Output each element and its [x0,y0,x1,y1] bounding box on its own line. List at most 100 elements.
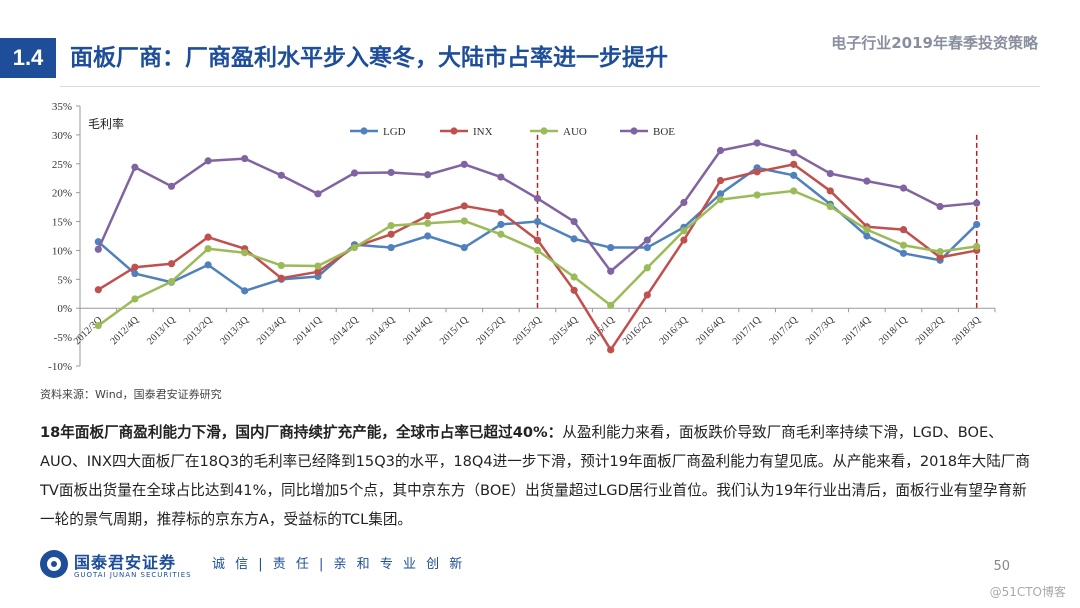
x-tick-label: 2015/4Q [548,314,581,347]
data-point-auo [350,243,359,252]
data-point-boe [204,157,212,165]
data-point-inx [899,226,908,234]
data-point-boe [973,199,981,207]
data-point-lgd [533,217,542,226]
data-point-lgd [863,232,871,240]
data-point-auo [826,202,834,211]
data-point-auo [460,217,468,225]
data-point-inx [131,263,139,271]
x-tick-label: 2014/3Q [365,314,398,347]
data-point-inx [643,291,651,299]
x-tick-label: 2013/4Q [255,314,288,347]
data-point-lgd [497,220,505,229]
y-tick-label: 5% [57,274,72,286]
data-point-inx [497,208,505,216]
data-point-lgd [131,269,139,278]
data-point-inx [94,286,102,294]
page-number: 50 [993,559,1010,574]
data-point-inx [753,168,761,176]
data-point-auo [643,264,651,272]
data-point-inx [277,274,285,282]
x-tick-label: 2016/2Q [621,314,654,347]
data-point-auo [424,219,432,227]
y-tick-label: 15% [52,217,72,229]
data-point-lgd [570,235,578,243]
y-tick-label: 10% [52,245,72,257]
data-source: 资料来源：Wind，国泰君安证券研究 [40,388,222,401]
data-point-inx [460,202,468,210]
data-point-boe [790,149,798,157]
data-point-lgd [716,190,725,198]
data-point-boe [314,190,322,198]
x-tick-label: 2015/3Q [511,314,544,347]
data-point-lgd [387,243,395,252]
data-point-auo [167,278,176,286]
data-point-inx [314,268,322,276]
y-tick-label: 25% [52,159,72,171]
brand-name: 国泰君安证券 [74,553,177,572]
legend-marker-auo [540,127,548,135]
data-point-lgd [643,243,651,252]
x-tick-label: 2013/2Q [182,314,215,347]
x-tick-label: 2017/2Q [767,314,800,347]
data-point-boe [94,245,102,253]
data-point-lgd [204,261,212,269]
brand-logo-icon [40,550,68,578]
data-point-boe [387,168,395,177]
data-point-auo [899,241,908,249]
x-tick-label: 2013/3Q [218,314,251,347]
data-point-auo [936,248,944,256]
data-point-boe [936,202,944,211]
data-point-boe [863,177,871,185]
header-divider [60,86,1040,87]
x-tick-label: 2017/3Q [804,314,837,347]
x-tick-label: 2017/1Q [731,314,764,347]
brand-motto: 诚 信 | 责 任 | 亲 和 专 业 创 新 [212,557,466,572]
data-point-auo [790,187,798,195]
report-name: 电子行业2019年春季投资策略 [831,34,1038,52]
data-point-auo [277,261,285,270]
x-tick-label: 2014/4Q [401,314,434,347]
data-point-lgd [460,243,468,252]
x-tick-label: 2016/4Q [694,314,727,347]
brand-name-en: GUOTAI JUNAN SECURITIES [74,571,192,579]
data-point-lgd [790,171,798,179]
data-point-inx [790,160,798,168]
x-tick-label: 2013/1Q [145,314,178,347]
data-point-boe [607,267,615,275]
data-point-auo [131,295,139,303]
x-tick-label: 2017/4Q [840,314,873,347]
data-point-auo [716,196,725,204]
data-point-lgd [424,232,432,240]
x-tick-label: 2015/1Q [438,314,471,347]
y-axis-label: 毛利率 [88,116,124,131]
data-point-boe [570,217,578,226]
data-point-inx [533,236,542,244]
y-tick-label: 20% [52,188,72,200]
data-point-auo [533,246,542,255]
data-point-boe [460,160,468,168]
watermark: @51CTO博客 [989,585,1066,599]
x-tick-label: 2018/3Q [950,314,983,347]
data-point-boe [241,154,249,163]
data-point-auo [94,321,102,330]
data-point-boe [424,171,432,179]
data-point-boe [899,184,908,192]
legend-marker-lgd [360,127,368,135]
data-point-boe [131,163,139,171]
x-tick-label: 2016/1Q [584,314,617,347]
y-tick-label: -10% [48,361,72,373]
data-point-lgd [241,287,249,295]
data-point-boe [497,173,505,181]
data-point-inx [716,176,725,185]
data-point-lgd [973,220,981,229]
data-point-auo [497,230,505,238]
data-point-boe [716,146,725,155]
page-title: 面板厂商：厂商盈利水平步入寒冬，大陆市占率进一步提升 [70,45,668,71]
x-tick-label: 2012/4Q [108,314,141,347]
data-point-boe [680,198,688,207]
data-point-inx [826,187,834,195]
data-point-boe [643,236,651,244]
body-text: 从盈利能力来看，面板跌价导致厂商毛利率持续下滑，LGD、BOE、AUO、INX四… [40,424,1030,528]
